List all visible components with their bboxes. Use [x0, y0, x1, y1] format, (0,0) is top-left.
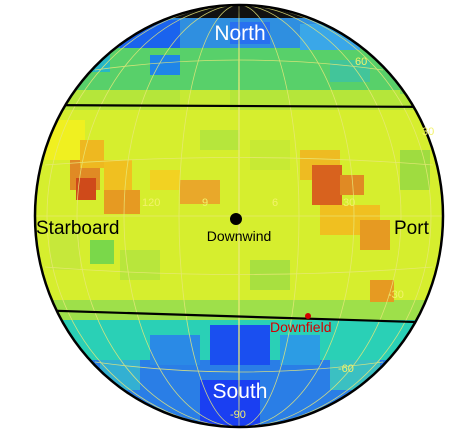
tick-lat-neg90: -90 — [230, 409, 246, 421]
band-line-south — [35, 308, 443, 325]
tick-lat-60: 60 — [355, 56, 367, 68]
tick-lat-30: 30 — [422, 126, 434, 138]
label-downwind: Downwind — [207, 228, 272, 244]
label-north: North — [214, 22, 265, 45]
downfield-marker — [305, 313, 311, 319]
tick-lon-60: 6 — [272, 197, 278, 209]
label-starboard: Starboard — [36, 218, 119, 239]
label-downfield: Downfield — [270, 319, 331, 335]
label-port: Port — [394, 218, 430, 239]
downwind-marker — [230, 213, 242, 225]
tick-lon-90: 9 — [202, 197, 208, 209]
label-south: South — [213, 380, 268, 403]
tick-lon-30: 30 — [343, 197, 355, 209]
globe-cap-dark — [35, 5, 443, 18]
tick-lat-neg60: -60 — [338, 363, 354, 375]
band-line-north — [35, 103, 443, 109]
globe-outline — [33, 3, 445, 429]
tick-lat-neg30: -30 — [388, 289, 404, 301]
tick-lon-120: 120 — [142, 197, 160, 209]
